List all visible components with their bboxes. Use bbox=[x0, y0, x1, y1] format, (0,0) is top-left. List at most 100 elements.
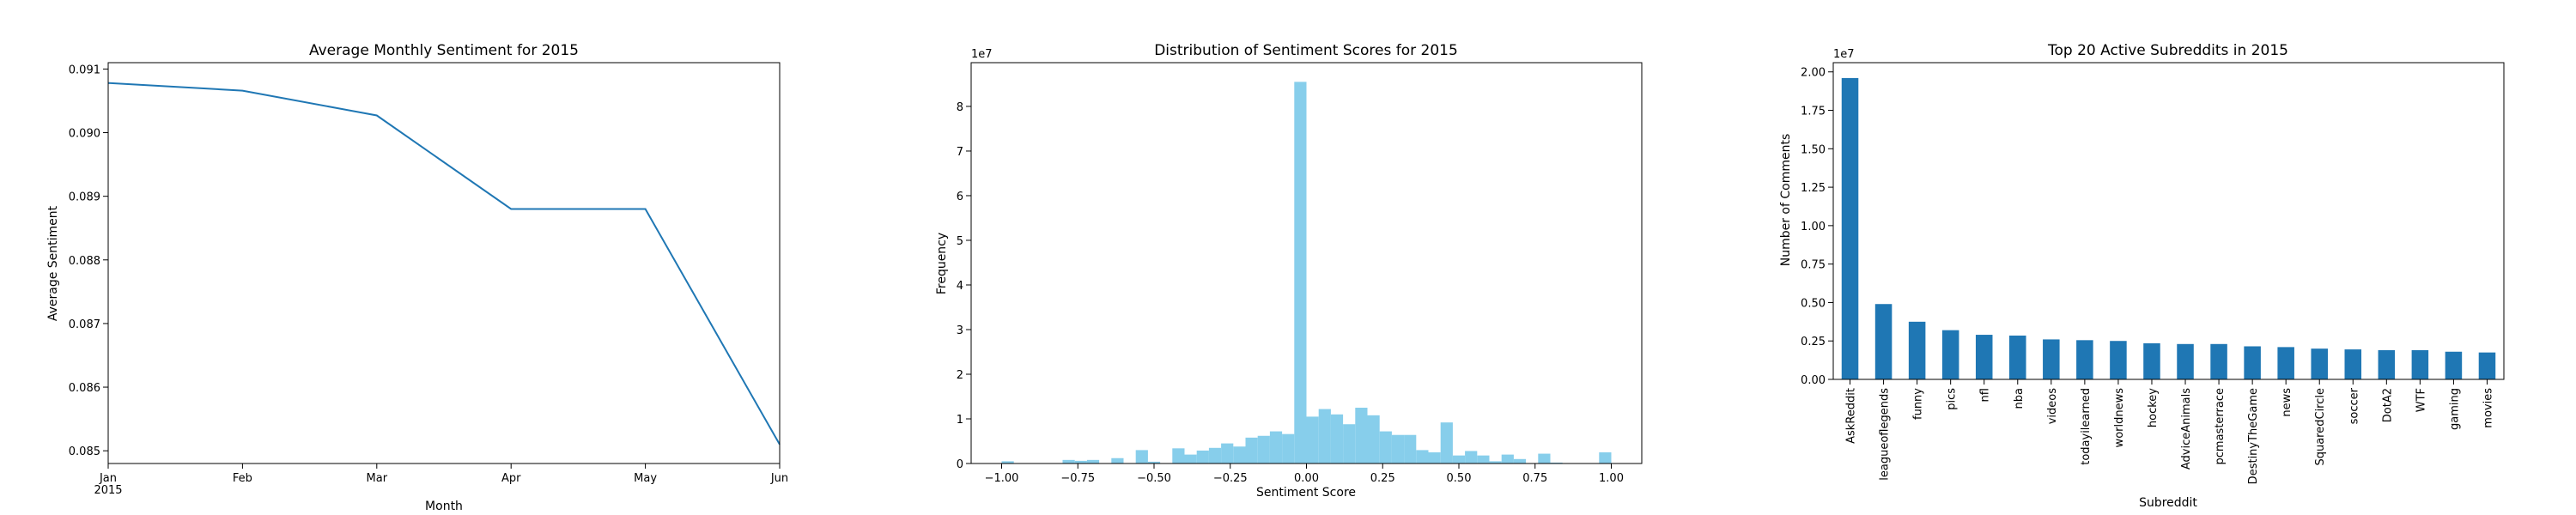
histogram-bar bbox=[1221, 443, 1234, 464]
histogram-bar bbox=[1269, 431, 1283, 464]
x-tick-label: DestinyTheGame bbox=[2247, 388, 2260, 484]
bar bbox=[2445, 351, 2463, 379]
chart-title: Top 20 Active Subreddits in 2015 bbox=[2047, 42, 2288, 59]
y-tick-label: 1.50 bbox=[1801, 143, 1826, 156]
histogram-bar bbox=[1062, 459, 1075, 464]
y-axis-ticks: 0.00 0.25 0.50 0.75 1.00 1.25 1.50 1.75 2.00 bbox=[1801, 67, 1833, 387]
histogram-bar bbox=[1233, 446, 1246, 464]
x-tick-label: −0.75 bbox=[1060, 472, 1095, 485]
x-tick-label: AskReddit bbox=[1845, 388, 1858, 444]
histogram-bar bbox=[1245, 437, 1258, 464]
x-tick-label: gaming bbox=[2448, 388, 2461, 430]
y-tick-label: 1 bbox=[957, 414, 963, 427]
bar-marks bbox=[1841, 77, 2496, 379]
x-axis-ticks: AskReddit leagueoflegends funny pics nfl nba v… bbox=[1845, 379, 2494, 484]
y-tick-label: 0.085 bbox=[69, 445, 100, 458]
x-tick-label: leagueoflegends bbox=[1879, 388, 1892, 481]
x-tick-label: May bbox=[634, 472, 657, 485]
y-tick-label: 0.75 bbox=[1801, 259, 1826, 272]
y-tick-label: 0.091 bbox=[69, 64, 100, 76]
y-axis-label: Frequency bbox=[935, 233, 949, 294]
y-tick-label: 4 bbox=[957, 280, 963, 293]
histogram-bar bbox=[1465, 451, 1478, 464]
histogram-bar bbox=[1489, 461, 1502, 464]
histogram-bar bbox=[1306, 416, 1319, 464]
x-tick-label: Apr bbox=[501, 472, 521, 485]
histogram-bar bbox=[1294, 82, 1307, 464]
y-tick-label: 5 bbox=[957, 235, 963, 248]
histogram-bar bbox=[1391, 434, 1405, 464]
histogram-bar bbox=[1513, 458, 1527, 464]
bar bbox=[1841, 77, 1859, 379]
x-tick-label: hockey bbox=[2147, 388, 2160, 427]
x-tick-label: −0.50 bbox=[1137, 472, 1171, 485]
y-axis-ticks: 0 1 2 3 4 5 6 7 8 bbox=[957, 101, 971, 471]
x-tick-label: funny bbox=[1912, 388, 1925, 420]
histogram-bar bbox=[1001, 461, 1014, 464]
histogram-bar bbox=[1404, 434, 1417, 464]
y-tick-label: 1.75 bbox=[1801, 106, 1826, 118]
bar bbox=[1975, 335, 1993, 379]
bar bbox=[2478, 352, 2496, 379]
x-axis-ticks: −1.00 −0.75 −0.50 −0.25 0.00 0.25 0.50 0.75 1.00 bbox=[985, 464, 1624, 485]
plot-frame bbox=[970, 62, 1643, 464]
x-tick-label: DotA2 bbox=[2381, 388, 2394, 422]
bar bbox=[2344, 349, 2362, 379]
histogram-bar bbox=[1440, 422, 1453, 464]
y-tick-label: 8 bbox=[957, 101, 963, 114]
bar bbox=[2009, 335, 2026, 379]
plot-frame bbox=[107, 62, 781, 464]
bar bbox=[1941, 330, 1959, 379]
histogram-bar bbox=[1330, 414, 1344, 464]
histogram-bar bbox=[1428, 451, 1441, 464]
line-chart-panel: Average Monthly Sentiment for 2015 Month… bbox=[46, 42, 788, 513]
bar bbox=[2143, 342, 2160, 379]
x-tick-label: −0.25 bbox=[1213, 472, 1248, 485]
bar bbox=[1874, 304, 1893, 379]
chart-title: Average Monthly Sentiment for 2015 bbox=[309, 42, 579, 59]
bar bbox=[2210, 343, 2227, 379]
y-tick-label: 7 bbox=[957, 146, 963, 159]
bar bbox=[2244, 346, 2261, 379]
x-tick-label: videos bbox=[2046, 388, 2059, 425]
x-tick-label: Feb bbox=[233, 472, 252, 485]
bar bbox=[2043, 339, 2060, 379]
bar bbox=[2411, 349, 2429, 379]
histogram-bar bbox=[1184, 454, 1197, 464]
x-axis-ticks: Jan Feb Mar Apr May Jun bbox=[99, 464, 788, 485]
histogram-panel: Distribution of Sentiment Scores for 201… bbox=[935, 42, 1643, 500]
y-axis-label: Number of Comments bbox=[1779, 134, 1793, 267]
bar bbox=[2076, 340, 2093, 379]
y-tick-label: 0.50 bbox=[1801, 297, 1826, 310]
histogram-bar bbox=[1074, 460, 1087, 464]
x-tick-label: 0.00 bbox=[1294, 472, 1319, 485]
bar-chart-panel: Top 20 Active Subreddits in 2015 Subredd… bbox=[1779, 42, 2505, 510]
x-tick-label: Jun bbox=[770, 472, 788, 485]
x-tick-label: worldnews bbox=[2113, 388, 2126, 448]
plot-frame bbox=[1832, 62, 2505, 380]
x-tick-label: 0.50 bbox=[1447, 472, 1472, 485]
x-tick-label: nfl bbox=[1979, 388, 1992, 402]
histogram-bars bbox=[1001, 82, 1612, 464]
y-tick-label: 0.00 bbox=[1801, 374, 1826, 387]
x-tick-label: soccer bbox=[2348, 387, 2360, 424]
y-tick-label: 0 bbox=[957, 458, 963, 471]
bar bbox=[2378, 349, 2396, 379]
x-tick-label: pcmasterrace bbox=[2214, 388, 2227, 464]
x-axis-label: Subreddit bbox=[2139, 496, 2197, 510]
histogram-bar bbox=[1538, 453, 1551, 464]
x-axis-label: Month bbox=[425, 500, 463, 513]
x-axis-year-label: 2015 bbox=[94, 484, 122, 497]
histogram-bar bbox=[1208, 447, 1222, 464]
y-tick-label: 0.25 bbox=[1801, 336, 1826, 348]
series-line bbox=[107, 82, 781, 445]
x-tick-label: 0.25 bbox=[1370, 472, 1395, 485]
x-tick-label: AdviceAnimals bbox=[2180, 388, 2193, 470]
histogram-bar bbox=[1477, 455, 1490, 464]
bar bbox=[2110, 341, 2127, 379]
y-axis-multiplier: 1e7 bbox=[1833, 48, 1855, 61]
y-tick-label: 0.086 bbox=[69, 382, 100, 395]
x-tick-label: nba bbox=[2013, 388, 2026, 409]
